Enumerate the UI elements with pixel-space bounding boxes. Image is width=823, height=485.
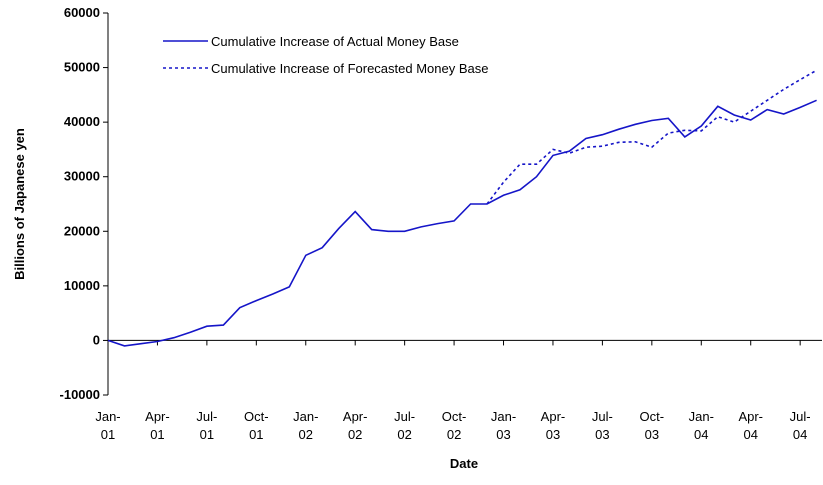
x-tick-label: Apr- 03: [541, 409, 566, 442]
y-axis-label: Billions of Japanese yen: [12, 128, 27, 280]
x-tick-label: Jan- 01: [95, 409, 120, 442]
x-tick-label-part: Jan-: [293, 409, 318, 424]
x-tick-label-part: Oct-: [640, 409, 665, 424]
x-tick-label-part: 02: [397, 427, 411, 442]
x-tick-label-part: Apr-: [145, 409, 170, 424]
y-tick-label: 0: [93, 332, 100, 347]
series-line: [107, 99, 817, 347]
x-tick-label-part: Jan-: [689, 409, 714, 424]
y-tick-label: 10000: [64, 278, 100, 293]
x-tick-label: Jan- 02: [293, 409, 318, 442]
legend-label: Cumulative Increase of Actual Money Base: [211, 34, 459, 49]
x-tick-label: Apr- 04: [738, 409, 763, 442]
x-tick-label: Jul- 01: [196, 409, 217, 442]
y-tick-label: 50000: [64, 60, 100, 75]
x-tick-label: Jul- 02: [394, 409, 415, 442]
x-tick-label-part: Jul-: [592, 409, 613, 424]
y-tick-label: 40000: [64, 114, 100, 129]
legend-label: Cumulative Increase of Forecasted Money …: [211, 61, 488, 76]
x-tick-label-part: Oct-: [244, 409, 269, 424]
x-tick-label-part: 02: [447, 427, 461, 442]
x-tick-label-part: Jul-: [790, 409, 811, 424]
x-tick-label-part: 02: [299, 427, 313, 442]
x-tick-label: Jan- 04: [689, 409, 714, 442]
x-tick-label: Oct- 02: [442, 409, 467, 442]
x-tick-label: Oct- 01: [244, 409, 269, 442]
x-tick-label-part: 01: [249, 427, 263, 442]
y-tick-label: 60000: [64, 5, 100, 20]
x-tick-label-part: 03: [496, 427, 510, 442]
x-tick-label-part: Jul-: [394, 409, 415, 424]
x-tick-label-part: 03: [595, 427, 609, 442]
x-tick-label-part: 01: [200, 427, 214, 442]
x-tick-label-part: 04: [793, 427, 807, 442]
x-tick-label-part: 02: [348, 427, 362, 442]
x-tick-label-part: 01: [150, 427, 164, 442]
x-tick-label: Apr- 02: [343, 409, 368, 442]
x-tick-label-part: Oct-: [442, 409, 467, 424]
x-axis-label: Date: [450, 456, 478, 471]
y-tick-label: 20000: [64, 223, 100, 238]
x-tick-label-part: Jul-: [196, 409, 217, 424]
x-tick-label: Jan- 03: [491, 409, 516, 442]
x-tick-label-part: Apr-: [738, 409, 763, 424]
x-tick-label: Oct- 03: [640, 409, 665, 442]
x-tick-label-part: 04: [694, 427, 708, 442]
series-line: [486, 69, 817, 205]
x-tick-label-part: 01: [101, 427, 115, 442]
x-tick-label-part: 03: [645, 427, 659, 442]
x-tick-label: Apr- 01: [145, 409, 170, 442]
x-tick-label: Jul- 03: [592, 409, 613, 442]
y-tick-label: 30000: [64, 169, 100, 184]
x-tick-label-part: Apr-: [343, 409, 368, 424]
x-tick-label-part: Jan-: [491, 409, 516, 424]
x-tick-label-part: Jan-: [95, 409, 120, 424]
x-tick-label-part: 03: [546, 427, 560, 442]
x-tick-label: Jul- 04: [790, 409, 811, 442]
x-tick-label-part: 04: [743, 427, 757, 442]
y-tick-label: -10000: [60, 387, 100, 402]
x-tick-label-part: Apr-: [541, 409, 566, 424]
